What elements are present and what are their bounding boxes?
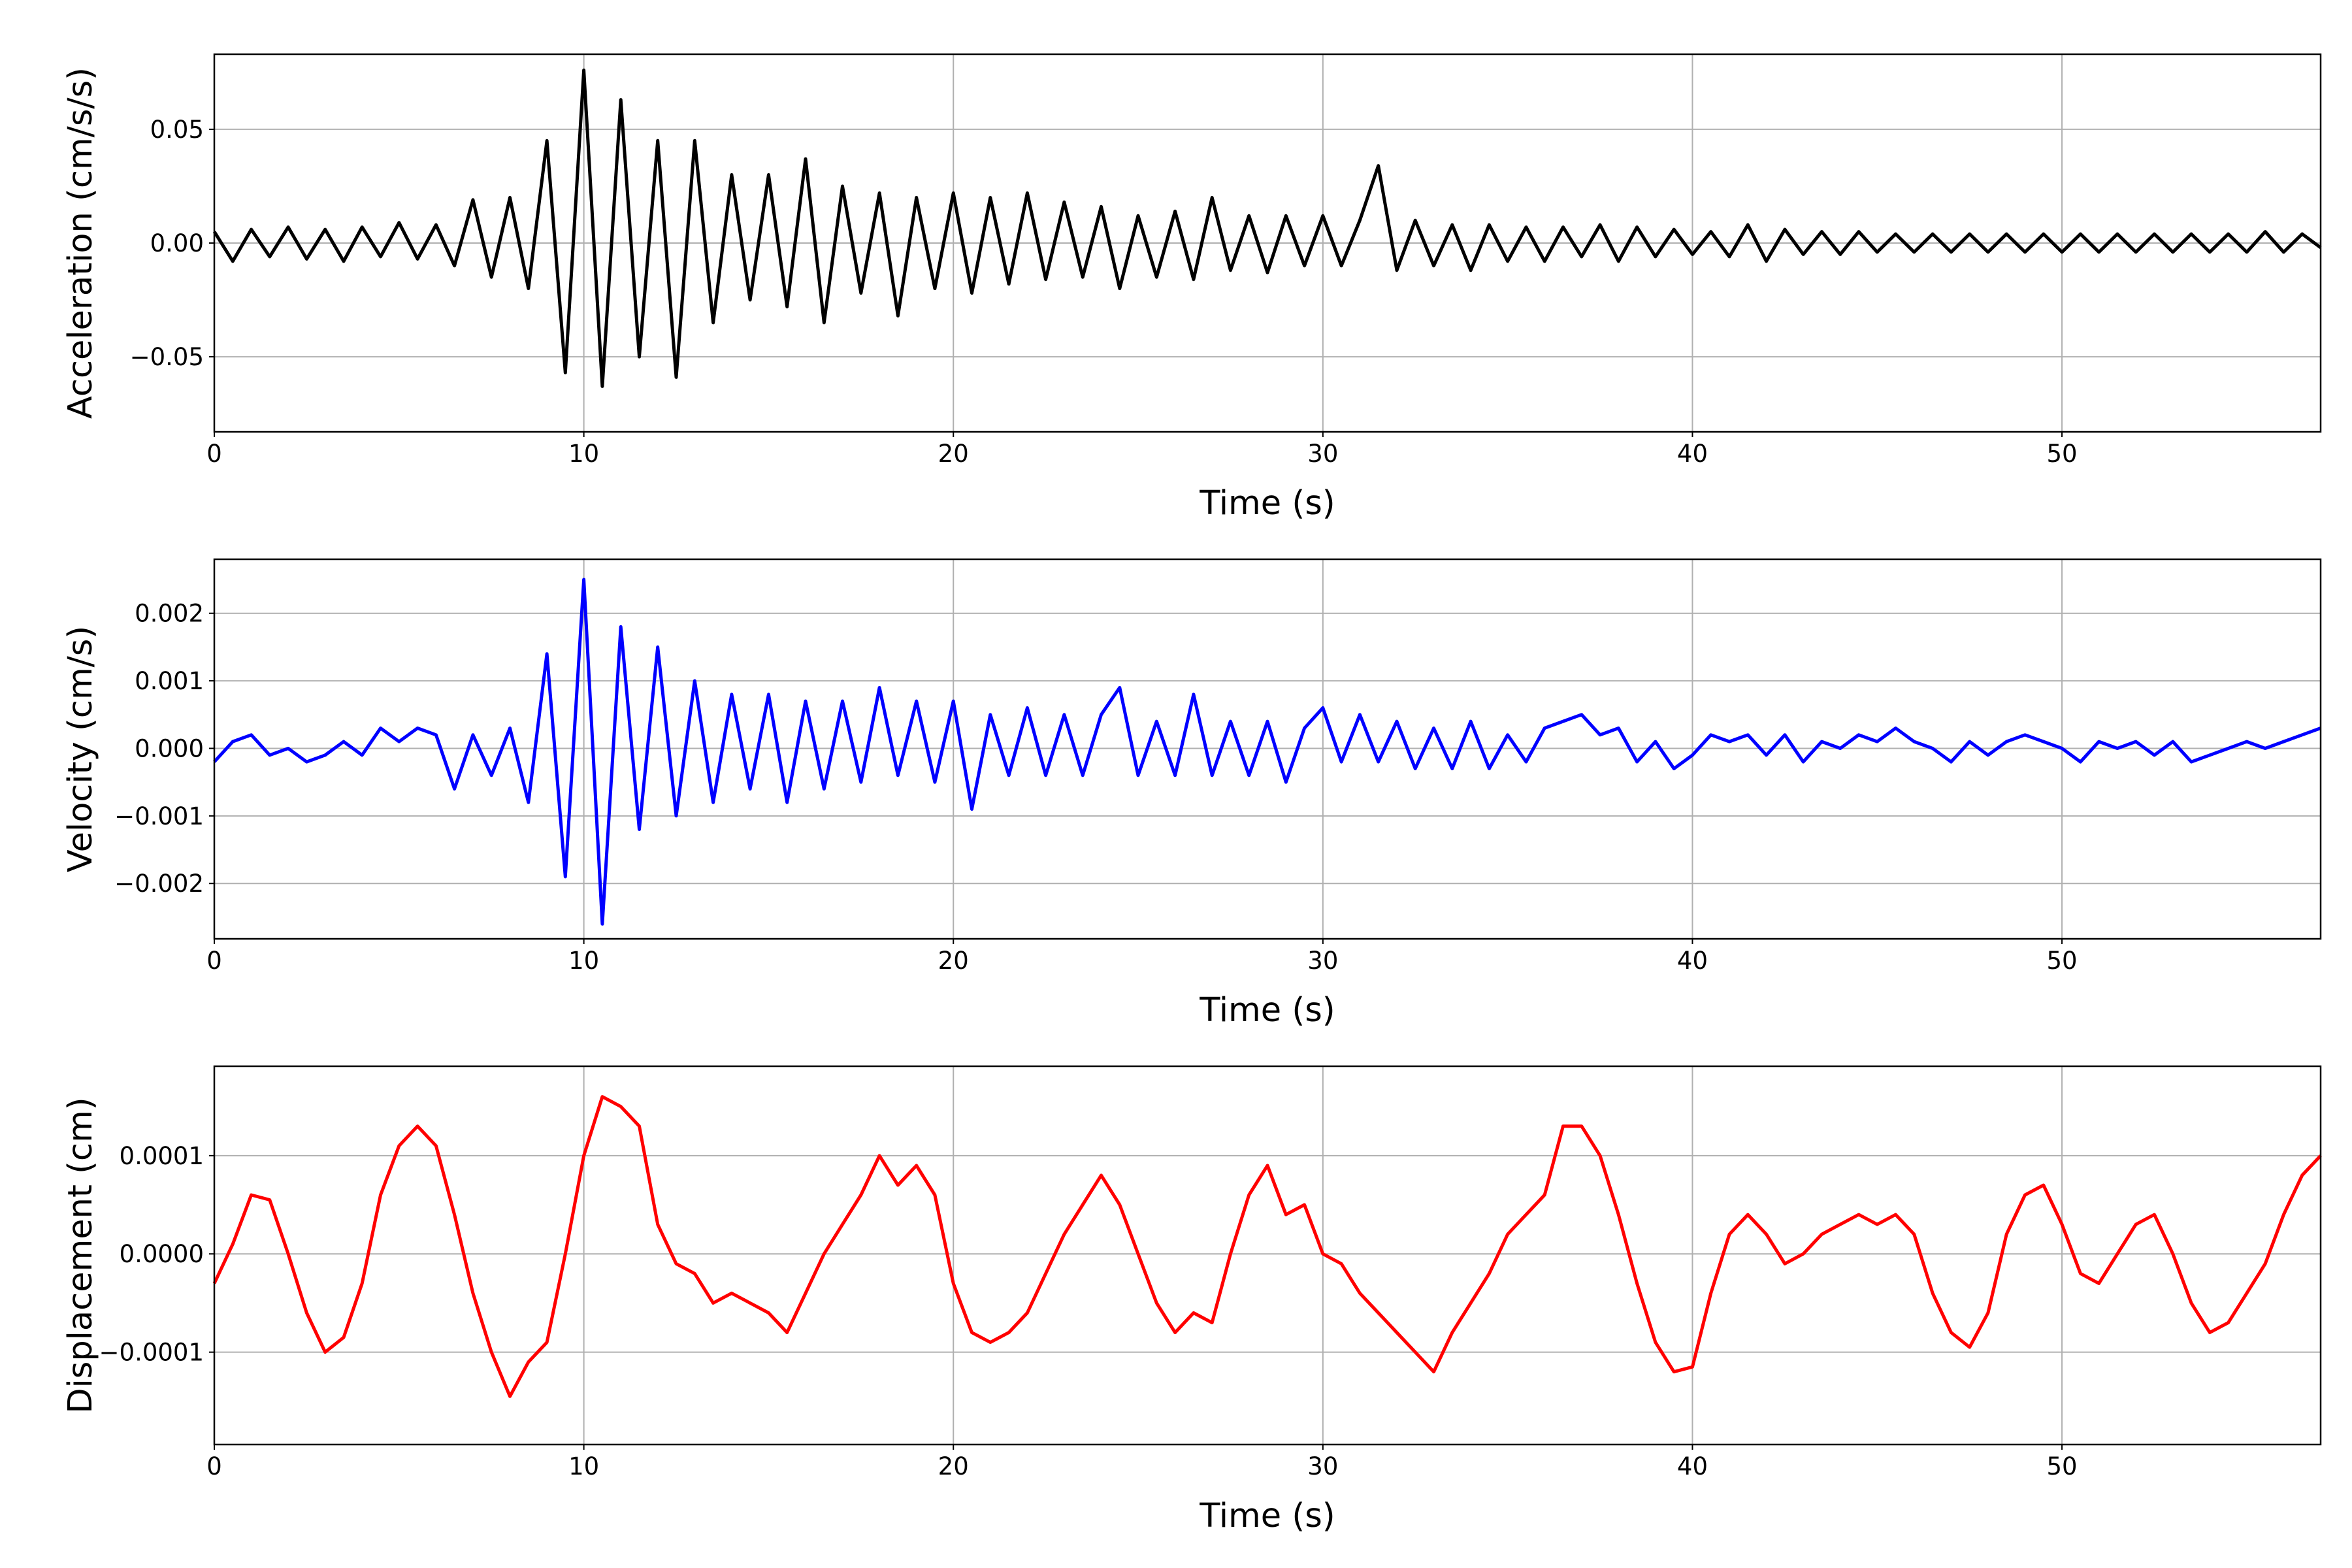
x-tick-label: 40 xyxy=(1677,947,1708,975)
x-tick-label: 0 xyxy=(206,1452,222,1480)
y-tick-label: 0.00 xyxy=(150,229,204,257)
data-line xyxy=(212,1095,2322,1398)
axes-frame xyxy=(213,1065,2322,1446)
y-tick-label: 0.0000 xyxy=(120,1240,204,1268)
x-tick-label: 10 xyxy=(568,440,599,468)
y-axis-label: Displacement (cm) xyxy=(61,1097,100,1413)
y-tick-label: −0.001 xyxy=(114,802,204,830)
y-tick-label: 0.001 xyxy=(135,667,204,695)
x-tick-label: 50 xyxy=(2047,440,2078,468)
x-tick-label: 10 xyxy=(568,947,599,975)
y-tick-label: 0.000 xyxy=(135,734,204,762)
axes-frame xyxy=(213,558,2322,940)
x-axis-label: Time (s) xyxy=(1199,1497,1335,1535)
x-tick-label: 40 xyxy=(1677,440,1708,468)
x-tick-label: 30 xyxy=(1307,440,1338,468)
y-tick-label: −0.05 xyxy=(130,343,204,371)
x-tick-label: 20 xyxy=(938,947,969,975)
y-tick-label: 0.05 xyxy=(150,116,204,144)
y-axis-label: Velocity (cm/s) xyxy=(61,626,100,873)
x-tick-label: 50 xyxy=(2047,947,2078,975)
x-tick-label: 20 xyxy=(938,1452,969,1480)
data-line xyxy=(213,578,2321,926)
data-line xyxy=(212,68,2322,388)
y-tick-label: 0.002 xyxy=(135,600,204,628)
y-tick-label: −0.0001 xyxy=(99,1339,204,1367)
x-tick-label: 30 xyxy=(1307,1452,1338,1480)
y-tick-label: 0.0001 xyxy=(120,1142,204,1170)
y-axis-label: Acceleration (cm/s/s) xyxy=(61,67,100,419)
x-tick-label: 40 xyxy=(1677,1452,1708,1480)
x-tick-label: 50 xyxy=(2047,1452,2078,1480)
x-tick-label: 30 xyxy=(1307,947,1338,975)
y-tick-label: −0.002 xyxy=(114,870,204,898)
x-axis-label: Time (s) xyxy=(1199,991,1335,1030)
x-tick-label: 0 xyxy=(206,440,222,468)
axes-frame xyxy=(213,53,2322,433)
x-tick-label: 20 xyxy=(938,440,969,468)
x-axis-label: Time (s) xyxy=(1199,484,1335,523)
x-tick-label: 10 xyxy=(568,1452,599,1480)
x-tick-label: 0 xyxy=(206,947,222,975)
